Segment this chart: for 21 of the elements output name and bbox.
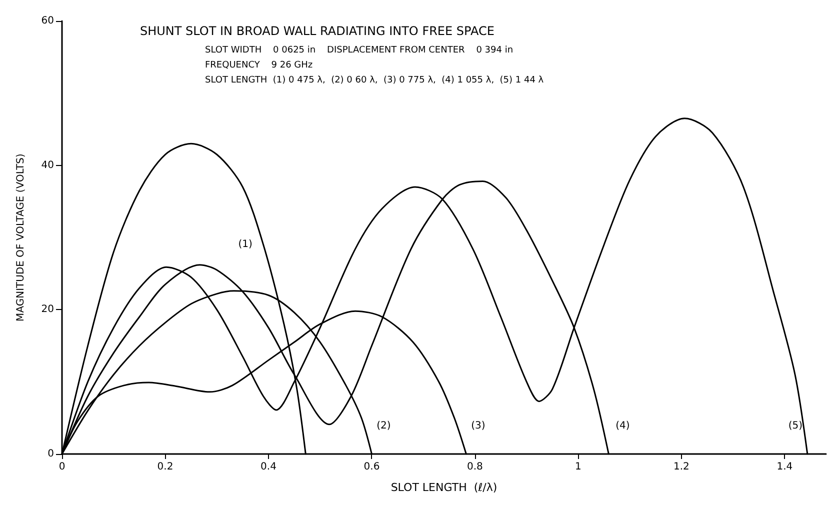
x-axis-title: SLOT LENGTH (ℓ/λ) [390, 481, 498, 494]
text: SLOT WIDTH 0 0625 in DISPLACEMENT FROM CENTER 0 394 in FREQUENCY 9 26 GHz SLOT LENGTH (1) 0 475 λ, (2) 0 60 λ, (3) 0 775 λ, (4) 1 055 λ, (5) 1 44 λ [205, 46, 544, 86]
annotation: (3) [471, 420, 486, 432]
x-tick-label: 0.2 [157, 462, 174, 472]
annotation: (4) [616, 420, 630, 432]
x-tick-label: 0.4 [260, 462, 276, 472]
y-tick-label: 20 [41, 304, 54, 316]
chart-title: SHUNT SLOT IN BROAD WALL RADIATING INTO FREE SPACE [140, 24, 494, 38]
x-tick-label: 0.6 [364, 462, 380, 472]
y-tick-label: 40 [41, 160, 54, 171]
x-tick-label: 0.8 [467, 462, 483, 472]
annotation: (2) [376, 420, 391, 432]
annotation: (1) [238, 239, 252, 250]
x-tick-label: 1 [575, 462, 582, 472]
y-axis-title: MAGNITUDE OF VOLTAGE (VOLTS) [16, 153, 26, 322]
x-tick-label: 1.4 [776, 462, 793, 472]
y-tick-label: 60 [41, 16, 54, 26]
annotation: (5) [788, 420, 803, 432]
x-tick-label: 1.2 [674, 462, 690, 472]
y-tick-label: 0 [48, 448, 54, 460]
x-tick-label: 0 [58, 462, 66, 472]
